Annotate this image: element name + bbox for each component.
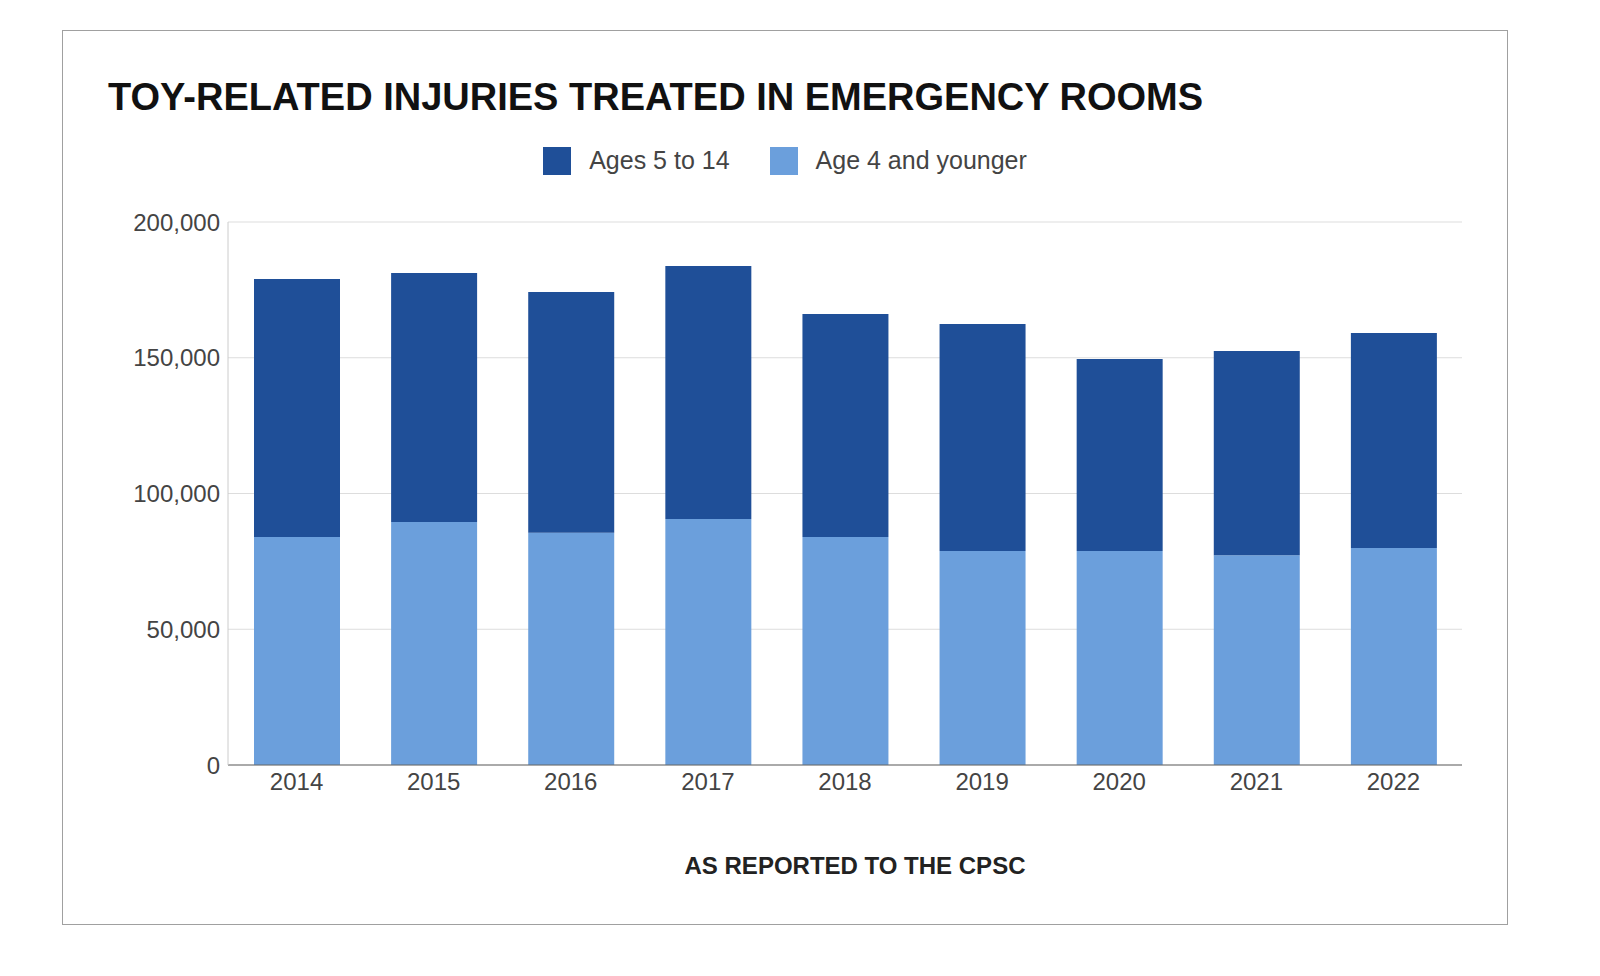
svg-text:2016: 2016 — [544, 768, 597, 795]
svg-text:2022: 2022 — [1367, 768, 1420, 795]
svg-text:50,000: 50,000 — [147, 616, 220, 643]
svg-text:2021: 2021 — [1230, 768, 1283, 795]
svg-text:200,000: 200,000 — [133, 209, 220, 236]
svg-text:2019: 2019 — [955, 768, 1008, 795]
svg-text:150,000: 150,000 — [133, 344, 220, 371]
svg-text:100,000: 100,000 — [133, 480, 220, 507]
html-text:Ages 5 to 14: Ages 5 to 14 — [589, 146, 730, 174]
svg-text:2018: 2018 — [818, 768, 871, 795]
svg-text:2017: 2017 — [681, 768, 734, 795]
html-text:AS REPORTED TO THE CPSC: AS REPORTED TO THE CPSC — [684, 852, 1026, 879]
svg-text:2015: 2015 — [407, 768, 460, 795]
html-text:TOY-RELATED INJURIES TREATED I: TOY-RELATED INJURIES TREATED IN EMERGENC… — [108, 76, 1204, 118]
svg-text:2020: 2020 — [1093, 768, 1146, 795]
html-text:Age 4 and younger: Age 4 and younger — [815, 146, 1027, 174]
svg-text:2014: 2014 — [270, 768, 323, 795]
svg-text:0: 0 — [207, 752, 220, 779]
